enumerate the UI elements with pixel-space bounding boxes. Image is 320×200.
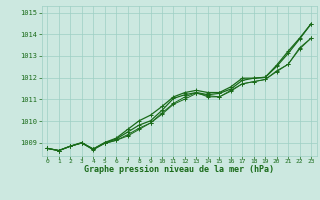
X-axis label: Graphe pression niveau de la mer (hPa): Graphe pression niveau de la mer (hPa) bbox=[84, 165, 274, 174]
